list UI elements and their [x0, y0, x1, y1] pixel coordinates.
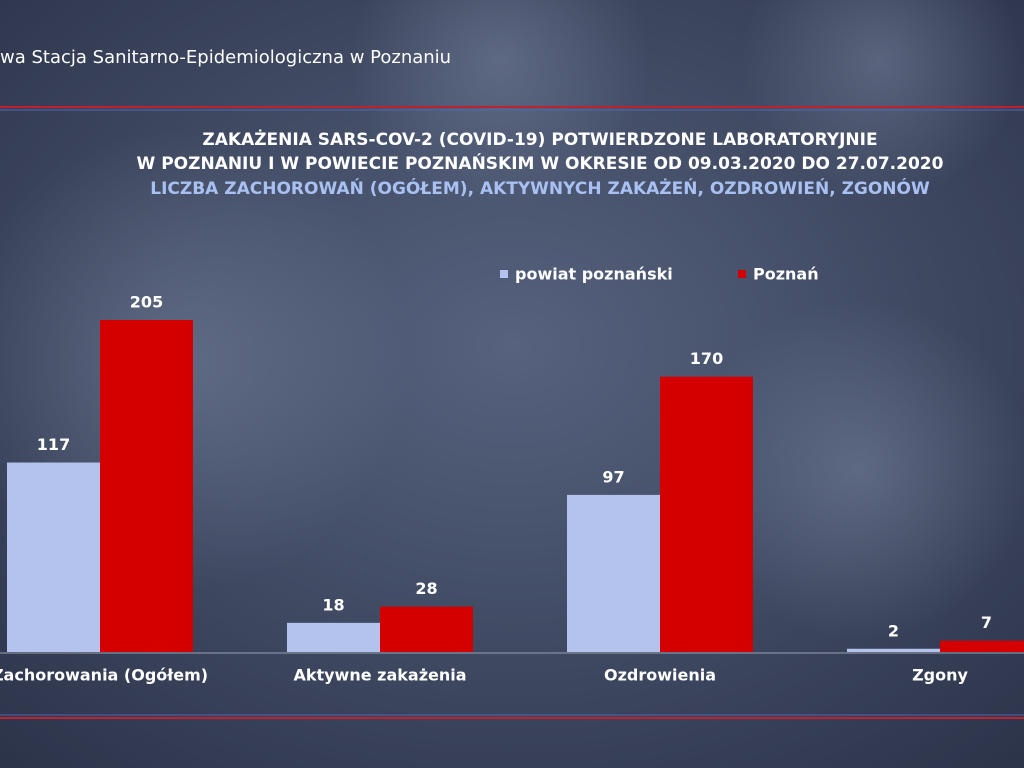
x-tick-label: Zachorowania (Ogółem)	[0, 666, 208, 685]
bar	[380, 606, 473, 652]
bar	[7, 462, 100, 652]
value-label: 18	[322, 595, 344, 614]
chart-title: ZAKAŻENIA SARS-COV-2 (COVID-19) POTWIERD…	[202, 128, 877, 150]
bar	[847, 648, 940, 652]
legend-swatch	[500, 270, 508, 278]
value-label: 117	[37, 435, 70, 454]
bar	[660, 376, 753, 652]
bar	[940, 640, 1024, 652]
x-tick-label: Aktywne zakażenia	[293, 666, 466, 685]
value-label: 7	[981, 613, 992, 632]
legend-label: Poznań	[753, 265, 819, 284]
bar	[567, 494, 660, 652]
value-label: 205	[130, 293, 163, 312]
decoration	[350, 0, 650, 210]
x-tick-label: Ozdrowienia	[604, 666, 716, 685]
decoration	[690, 300, 1024, 640]
legend-swatch	[738, 270, 746, 278]
legend-label: powiat poznański	[515, 265, 673, 284]
value-label: 97	[602, 467, 624, 486]
bar	[287, 622, 380, 652]
value-label: 170	[690, 349, 723, 368]
decoration	[740, 0, 1020, 200]
x-tick-label: Zgony	[912, 666, 968, 685]
chart-title: W POZNANIU I W POWIECIE POZNAŃSKIM W OKR…	[137, 152, 944, 174]
bar	[100, 320, 193, 652]
chart-subtitle: LICZBA ZACHOROWAŃ (OGÓŁEM), AKTYWNYCH ZA…	[150, 177, 930, 199]
header: wa Stacja Sanitarno-Epidemiologiczna w P…	[0, 47, 451, 68]
value-label: 2	[888, 621, 899, 640]
value-label: 28	[415, 579, 437, 598]
